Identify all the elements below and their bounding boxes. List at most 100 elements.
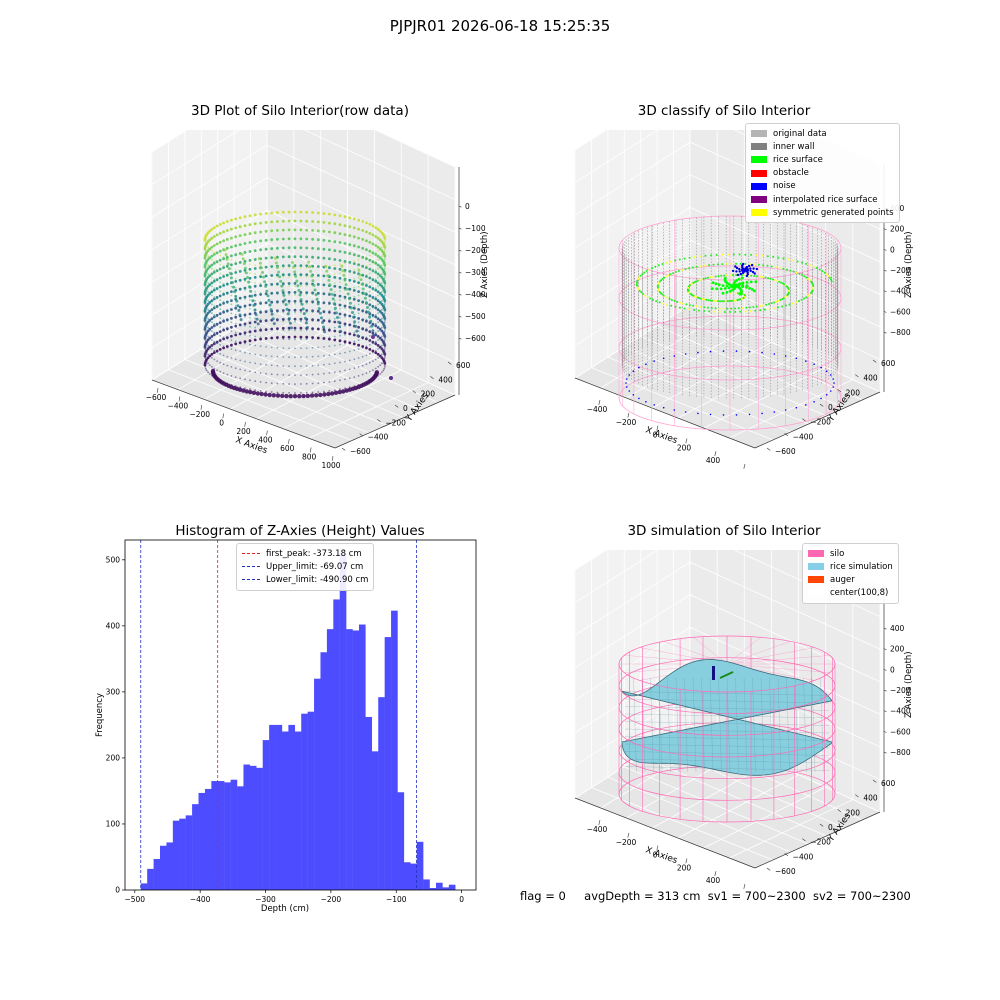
data-point bbox=[357, 276, 360, 279]
rice-point bbox=[674, 305, 677, 308]
data-point bbox=[381, 299, 383, 302]
data-point bbox=[238, 278, 242, 282]
data-point bbox=[288, 356, 290, 359]
data-point bbox=[377, 339, 379, 341]
data-point bbox=[251, 299, 255, 303]
data-point bbox=[328, 265, 331, 267]
data-point bbox=[208, 265, 212, 269]
data-point bbox=[344, 316, 346, 318]
rice-point bbox=[672, 272, 675, 275]
y-tick-label: 200 bbox=[421, 390, 436, 399]
noise-point bbox=[773, 411, 776, 413]
data-point bbox=[213, 322, 216, 325]
data-point bbox=[276, 318, 279, 322]
x-tick-label: −400 bbox=[168, 402, 189, 411]
data-point bbox=[369, 319, 373, 323]
data-point bbox=[374, 226, 378, 229]
data-point bbox=[278, 275, 282, 279]
x-tick-label: 600 bbox=[735, 469, 750, 470]
data-point bbox=[224, 253, 228, 257]
auger-marker bbox=[712, 666, 715, 680]
data-point bbox=[277, 270, 281, 274]
data-point bbox=[254, 380, 257, 383]
data-point bbox=[333, 282, 336, 284]
data-point bbox=[305, 309, 309, 312]
rice-point bbox=[662, 294, 665, 297]
data-point bbox=[207, 282, 209, 284]
rice-point bbox=[792, 259, 795, 262]
data-point bbox=[203, 354, 207, 358]
data-point bbox=[305, 365, 308, 367]
data-point bbox=[368, 294, 372, 298]
data-point bbox=[207, 273, 209, 275]
data-point bbox=[328, 310, 331, 314]
data-point bbox=[360, 282, 364, 286]
x-tick-label: 200 bbox=[236, 427, 251, 436]
data-point bbox=[227, 267, 231, 271]
rice-point bbox=[669, 260, 672, 263]
data-point bbox=[265, 346, 267, 348]
rice-point bbox=[775, 300, 778, 303]
data-point bbox=[207, 335, 209, 338]
data-point bbox=[237, 308, 241, 312]
legend-item-inner-wall: inner wall bbox=[751, 140, 894, 153]
tick-mark bbox=[872, 779, 877, 783]
data-point bbox=[270, 336, 274, 340]
data-point bbox=[230, 321, 233, 324]
data-point bbox=[270, 300, 274, 304]
rice-point bbox=[766, 255, 769, 258]
data-point bbox=[218, 330, 222, 333]
data-point bbox=[288, 302, 290, 305]
data-point bbox=[242, 262, 246, 266]
rice-point bbox=[808, 279, 811, 282]
data-point bbox=[276, 220, 279, 223]
data-point bbox=[226, 373, 229, 376]
data-point bbox=[252, 303, 256, 307]
data-point bbox=[349, 306, 353, 310]
data-point bbox=[238, 270, 242, 273]
data-point bbox=[323, 354, 325, 357]
rice-point bbox=[689, 292, 692, 295]
data-point bbox=[270, 373, 273, 376]
data-point bbox=[287, 264, 291, 267]
legend-label: symmetric generated points bbox=[773, 207, 894, 218]
data-point bbox=[249, 299, 251, 301]
data-point bbox=[377, 258, 379, 261]
noise-point bbox=[734, 265, 737, 268]
data-point bbox=[288, 392, 290, 394]
tick-mark bbox=[200, 404, 203, 410]
data-point bbox=[299, 308, 303, 312]
y-tick-label: 0 bbox=[828, 823, 833, 832]
grid-line bbox=[266, 242, 456, 331]
rice-point bbox=[699, 305, 702, 308]
rice-point bbox=[703, 310, 706, 312]
tick-mark bbox=[819, 823, 824, 827]
x-tick-label: −600 bbox=[146, 393, 167, 402]
data-point bbox=[219, 352, 222, 355]
data-point bbox=[259, 327, 262, 330]
axis-line bbox=[754, 391, 881, 449]
z-tick-label: −200 bbox=[890, 686, 911, 695]
rice-point bbox=[782, 257, 785, 260]
data-point bbox=[358, 273, 362, 277]
data-point bbox=[244, 389, 249, 394]
data-point bbox=[264, 212, 268, 215]
data-point bbox=[259, 319, 262, 323]
histogram-y-label: Frequency bbox=[95, 693, 105, 737]
data-point bbox=[300, 338, 302, 341]
rice-point bbox=[725, 291, 729, 294]
data-point bbox=[207, 344, 209, 347]
data-point bbox=[270, 327, 274, 331]
data-point bbox=[215, 224, 219, 228]
rice-point bbox=[795, 301, 798, 304]
rice-point bbox=[778, 280, 781, 283]
data-point bbox=[352, 262, 356, 265]
rice-point bbox=[693, 308, 696, 311]
data-point bbox=[352, 271, 356, 274]
rice-point bbox=[726, 300, 729, 303]
rice-point bbox=[742, 297, 745, 299]
